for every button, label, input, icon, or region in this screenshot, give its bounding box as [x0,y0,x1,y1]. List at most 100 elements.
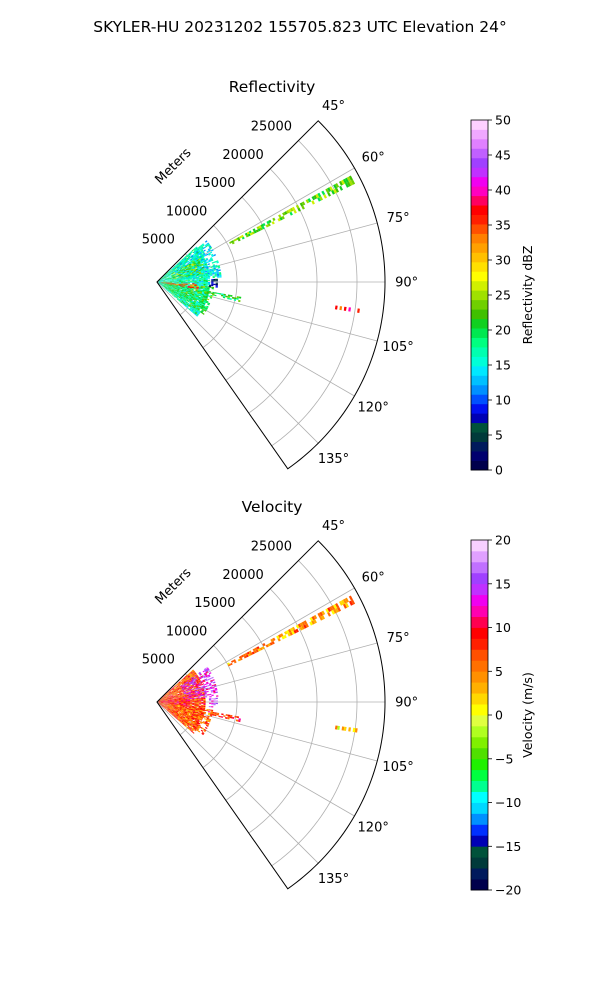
echo-gate [158,282,161,284]
echo-gate [209,246,213,250]
echo-gate [185,716,188,718]
echo-gate [208,285,212,288]
echo-gate [158,702,161,704]
echo-gate [196,267,200,269]
colorbar-segment [471,660,488,672]
echo-gate [173,696,176,697]
echo-gate [319,196,323,201]
echo-gate [196,255,199,258]
echo-gate [185,705,188,707]
echo-gate [169,279,172,280]
echo-gate [189,273,193,275]
echo-gate [196,711,200,714]
echo-gate [178,711,181,713]
echo-gate [317,192,322,198]
echo-gate [182,259,185,261]
echo-gate [295,628,299,633]
echo-gate [183,699,186,701]
echo-gate [192,731,195,734]
echo-gate [187,713,190,715]
echo-gate [167,279,170,281]
echo-gate [198,695,201,697]
echo-gate [176,691,179,693]
echo-gate [195,268,198,271]
echo-gate [171,290,174,293]
echo-gate [160,280,163,282]
radar-echoes [158,595,358,736]
echo-gate [191,688,194,690]
echo-gate [194,294,197,296]
echo-gate [339,180,343,186]
echo-gate [205,306,209,309]
echo-gate [177,289,180,291]
echo-gate [191,269,194,271]
echo-gate [160,282,164,284]
azimuth-tick-label: 105° [382,340,413,355]
echo-gate [169,703,173,704]
echo-gate [211,283,214,285]
echo-gate [197,692,200,695]
echo-gate [214,292,217,294]
echo-gate [169,703,173,704]
echo-gate [167,703,170,704]
echo-gate [162,284,165,286]
echo-gate [175,287,178,289]
echo-gate [158,280,161,282]
echo-gate [185,281,188,282]
echo-gate [186,295,190,297]
echo-gate [169,277,172,279]
colorbar-tick-label: −10 [495,795,521,810]
echo-gate [168,696,171,698]
echo-gate [187,675,190,678]
echo-gate [201,304,205,307]
echo-gate [200,285,203,287]
echo-gate [188,686,191,688]
echo-gate [197,290,200,293]
echo-gate [184,299,187,302]
echo-gate [160,700,163,701]
echo-gate [186,290,189,292]
echo-gate [166,275,169,278]
echo-gate [165,700,168,702]
echo-gate [199,719,203,721]
echo-gate [186,716,189,718]
echo-gate [211,281,214,283]
echo-gate [172,700,175,701]
echo-gate [168,275,171,277]
echo-gate [183,697,186,698]
echo-gate [175,696,179,698]
echo-gate [177,717,180,720]
echo-gate [219,274,222,277]
echo-gate [212,711,215,714]
echo-gate [195,297,198,300]
colorbar-tick-label: −5 [495,751,513,766]
echo-gate [203,711,207,714]
echo-gate [199,708,202,711]
echo-gate [182,293,185,295]
colorbar-tick-label: −20 [495,883,521,898]
echo-gate [194,722,198,725]
echo-gate [184,675,187,678]
echo-gate [162,704,165,706]
echo-gate [172,688,175,691]
echo-gate [192,711,195,713]
echo-gate [167,287,170,290]
echo-gate [187,703,191,705]
echo-gate [183,260,186,263]
colorbar-segment [471,318,488,329]
echo-gate [187,711,190,714]
colorbar-segment [471,365,488,376]
echo-gate [178,297,181,299]
colorbar-tick-label: 5 [495,664,503,679]
echo-gate [194,266,198,268]
echo-gate [194,284,197,286]
echo-gate [219,276,222,278]
echo-gate [227,716,230,718]
echo-gate [174,280,177,281]
echo-gate [193,291,196,293]
echo-gate [192,283,195,285]
echo-gate [191,728,194,731]
echo-gate [184,689,188,691]
echo-gate [185,305,188,308]
echo-gate [187,702,191,704]
